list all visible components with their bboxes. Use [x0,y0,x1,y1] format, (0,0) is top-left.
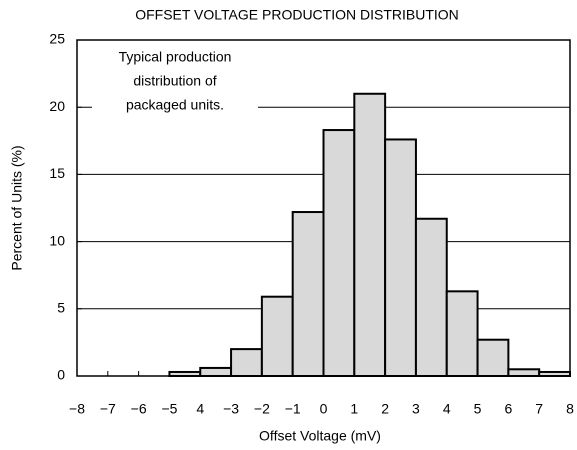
plot-frame [76,39,571,377]
y-axis-label: Percent of Units (%) [9,145,25,270]
x-tick-label: 4 [196,401,204,417]
annotation: distribution of [133,73,216,89]
x-axis-label: Offset Voltage (mV) [259,428,381,444]
bar [384,138,417,377]
y-tick-label: 0 [57,367,65,383]
y-tick-label: 20 [49,98,65,114]
bar [199,366,233,378]
bar [260,295,294,378]
x-tick-label: −3 [223,401,239,417]
annotation: packaged units. [126,97,224,113]
x-tick-label: −1 [285,401,301,417]
bar [414,217,448,377]
chart-title: OFFSET VOLTAGE PRODUCTION DISTRIBUTION [135,7,459,23]
bar [476,338,510,378]
x-tick-label: 4 [443,401,451,417]
x-tick-label: −7 [100,401,116,417]
x-tick-label: −8 [69,401,85,417]
x-tick-label: 5 [474,401,482,417]
x-tick-label: 2 [381,401,389,417]
x-tick-label: 8 [566,401,574,417]
bar [445,290,479,377]
x-tick-label: 6 [504,401,512,417]
bar [353,92,387,377]
bar [507,368,541,377]
annotation-background [92,46,258,118]
x-tick-label: 3 [412,401,420,417]
x-tick-label: −2 [254,401,270,417]
y-tick-label: 25 [49,31,65,47]
x-tick-label: −6 [131,401,147,417]
x-tick-label: 1 [350,401,358,417]
y-tick-label: 10 [49,232,65,248]
y-tick-label: 5 [57,300,65,316]
x-tick-label: 7 [535,401,543,417]
bar [230,348,263,377]
bar [322,129,356,377]
y-tick-label: 15 [49,165,65,181]
bar [291,211,325,377]
annotation: Typical production [119,49,232,65]
x-tick-label: 0 [320,401,328,417]
x-tick-label: −5 [161,401,177,417]
